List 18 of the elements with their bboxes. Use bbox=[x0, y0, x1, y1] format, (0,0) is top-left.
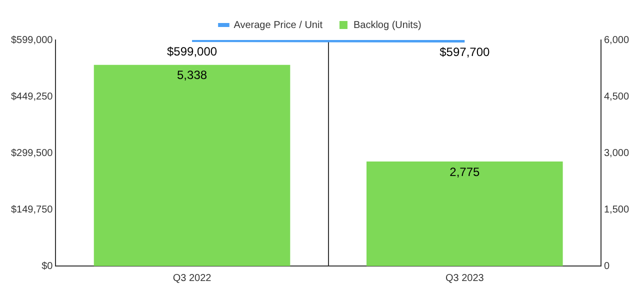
y-tick-label: $599,000 bbox=[10, 34, 54, 46]
data-label: 5,338 bbox=[177, 68, 208, 82]
y2-tick-label: 4,500 bbox=[604, 91, 630, 102]
y-tick-label: $299,500 bbox=[10, 148, 54, 159]
y-tick-label: $149,750 bbox=[10, 204, 54, 216]
y-tick-label: $0 bbox=[42, 260, 54, 272]
y2-tick-label: 0 bbox=[604, 260, 610, 272]
y2-tick-label: 6,000 bbox=[604, 34, 630, 46]
data-label: $597,700 bbox=[440, 44, 490, 59]
legend-label: Average Price / Unit bbox=[234, 20, 323, 31]
y2-tick-label: 1,500 bbox=[604, 204, 630, 216]
x-tick-label: Q3 2023 bbox=[445, 272, 484, 284]
y2-tick-label: 3,000 bbox=[604, 148, 630, 159]
x-tick-label: Q3 2022 bbox=[172, 272, 212, 284]
y-tick-label: $449,250 bbox=[10, 91, 54, 102]
data-label: $599,000 bbox=[166, 44, 218, 58]
data-label: 2,775 bbox=[450, 164, 480, 179]
legend-label: Backlog (Units) bbox=[353, 20, 422, 31]
